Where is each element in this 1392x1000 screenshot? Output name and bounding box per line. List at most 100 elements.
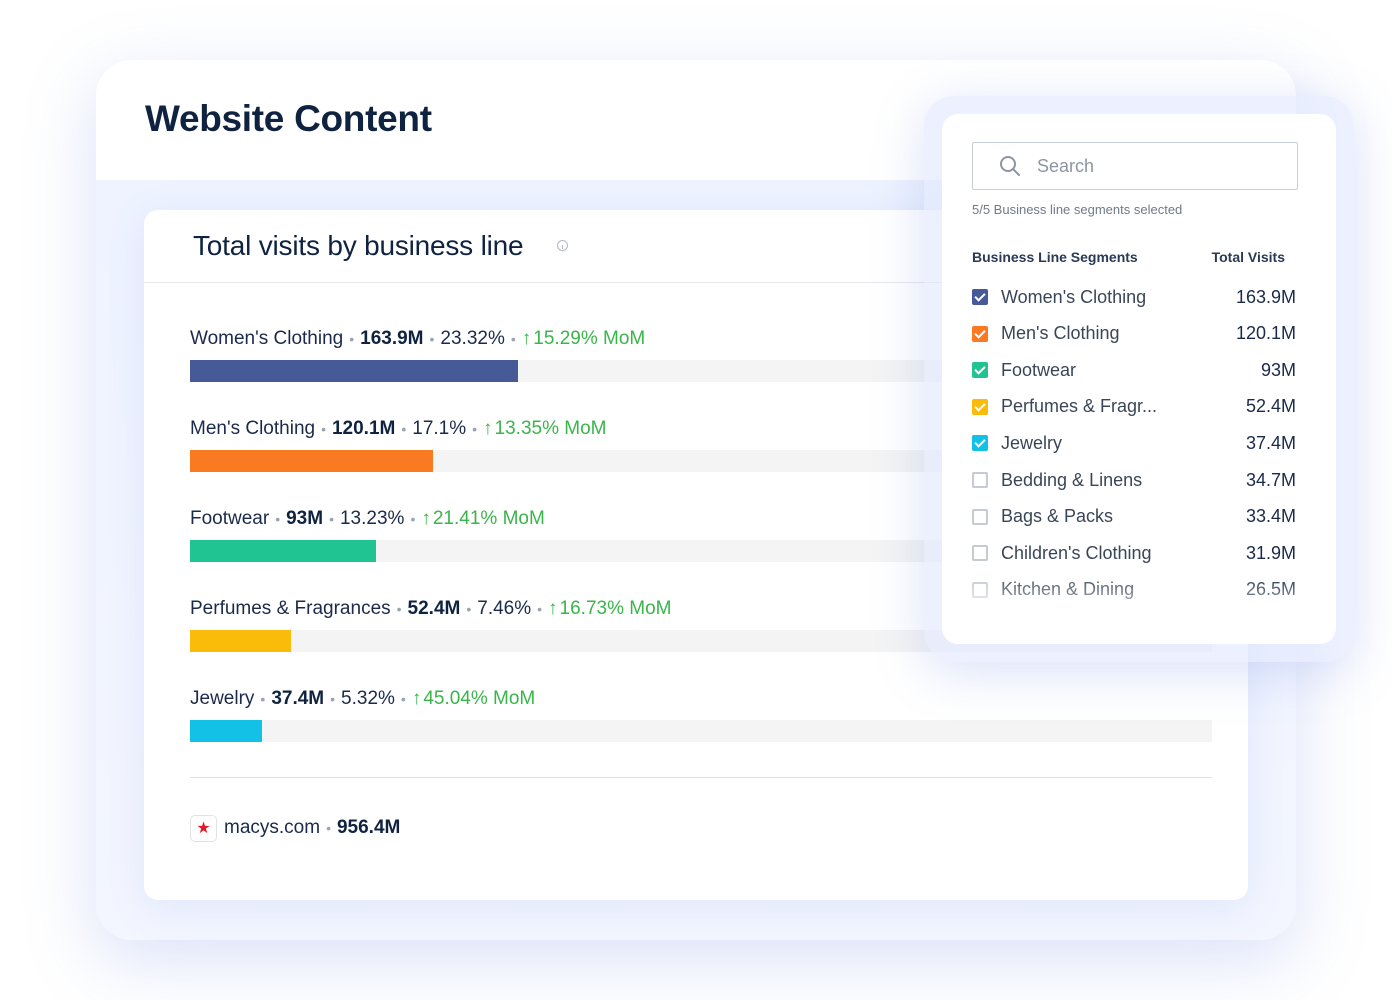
checkbox-checked-icon[interactable] xyxy=(972,362,988,378)
separator-dot: • xyxy=(349,331,354,347)
info-icon[interactable] xyxy=(557,240,568,251)
business-line-name: Men's Clothing xyxy=(190,418,315,439)
business-line-name: Jewelry xyxy=(190,688,254,709)
business-line-name: Perfumes & Fragrances xyxy=(190,598,391,619)
mom-change: ↑ 45.04% MoM xyxy=(412,688,535,709)
separator-dot: • xyxy=(511,331,516,347)
business-line-share: 5.32% xyxy=(341,688,395,709)
mom-value: 45.04% MoM xyxy=(423,688,535,709)
mom-value: 21.41% MoM xyxy=(433,508,545,529)
segment-visits: 33.4M xyxy=(1246,506,1296,527)
segment-visits: 34.7M xyxy=(1246,470,1296,491)
checkbox-checked-icon[interactable] xyxy=(972,399,988,415)
search-box[interactable] xyxy=(972,142,1298,190)
mom-change: ↑ 15.29% MoM xyxy=(522,328,645,349)
business-line-share: 23.32% xyxy=(440,328,504,349)
separator-dot: • xyxy=(472,421,477,437)
site-total: ★ macys.com • 956.4M xyxy=(190,814,400,842)
mom-value: 13.35% MoM xyxy=(495,418,607,439)
segment-visits: 93M xyxy=(1261,360,1296,381)
selection-count-note: 5/5 Business line segments selected xyxy=(972,202,1182,217)
arrow-up-icon: ↑ xyxy=(548,596,558,622)
business-line-label: Jewelry • 37.4M • 5.32% • ↑ 45.04% MoM xyxy=(190,686,1212,712)
segment-selector-panel: 5/5 Business line segments selected Busi… xyxy=(942,114,1336,644)
separator-dot: • xyxy=(410,511,415,527)
site-domain[interactable]: macys.com xyxy=(224,817,320,839)
separator-dot: • xyxy=(466,601,471,617)
segment-row[interactable]: Jewelry 37.4M xyxy=(972,430,1296,456)
star-icon: ★ xyxy=(190,815,217,842)
business-line-row: Jewelry • 37.4M • 5.32% • ↑ 45.04% MoM xyxy=(190,686,1212,742)
segment-visits: 52.4M xyxy=(1246,396,1296,417)
separator-dot: • xyxy=(537,601,542,617)
card-title: Total visits by business line xyxy=(193,230,523,262)
visits-bar-fill xyxy=(190,450,433,472)
mom-value: 15.29% MoM xyxy=(533,328,645,349)
segment-visits: 163.9M xyxy=(1236,287,1296,308)
segment-name: Bedding & Linens xyxy=(1001,470,1246,491)
list-fade xyxy=(942,574,1336,604)
business-line-visits: 52.4M xyxy=(408,598,461,619)
business-line-visits: 120.1M xyxy=(332,418,395,439)
column-header-visits[interactable]: Total Visits xyxy=(1212,249,1285,265)
visits-bar-fill xyxy=(190,360,518,382)
segment-row[interactable]: Men's Clothing 120.1M xyxy=(972,321,1296,347)
search-input[interactable] xyxy=(1037,143,1287,189)
arrow-up-icon: ↑ xyxy=(421,506,431,532)
segment-name: Women's Clothing xyxy=(1001,287,1236,308)
segment-name: Men's Clothing xyxy=(1001,323,1236,344)
business-line-share: 13.23% xyxy=(340,508,404,529)
separator-dot: • xyxy=(321,421,326,437)
checkbox-empty-icon[interactable] xyxy=(972,545,988,561)
business-line-visits: 93M xyxy=(286,508,323,529)
visits-bar-fill xyxy=(190,540,376,562)
mom-change: ↑ 13.35% MoM xyxy=(483,418,606,439)
segment-name: Bags & Packs xyxy=(1001,506,1246,527)
mom-change: ↑ 21.41% MoM xyxy=(421,508,544,529)
separator-dot: • xyxy=(401,421,406,437)
business-line-share: 7.46% xyxy=(477,598,531,619)
segment-visits: 37.4M xyxy=(1246,433,1296,454)
segment-row[interactable]: Bags & Packs 33.4M xyxy=(972,504,1296,530)
business-line-name: Women's Clothing xyxy=(190,328,343,349)
column-header-segments[interactable]: Business Line Segments xyxy=(972,249,1138,265)
business-line-visits: 163.9M xyxy=(360,328,423,349)
business-line-name: Footwear xyxy=(190,508,269,529)
segment-row[interactable]: Women's Clothing 163.9M xyxy=(972,284,1296,310)
segment-name: Perfumes & Fragr... xyxy=(1001,396,1246,417)
separator-dot: • xyxy=(401,691,406,707)
checkbox-checked-icon[interactable] xyxy=(972,289,988,305)
arrow-up-icon: ↑ xyxy=(522,326,532,352)
business-line-share: 17.1% xyxy=(412,418,466,439)
visits-bar-fill xyxy=(190,720,262,742)
separator-dot: • xyxy=(326,820,331,836)
arrow-up-icon: ↑ xyxy=(412,686,422,712)
separator-dot: • xyxy=(260,691,265,707)
separator-dot: • xyxy=(275,511,280,527)
checkbox-empty-icon[interactable] xyxy=(972,509,988,525)
segment-name: Footwear xyxy=(1001,360,1261,381)
segment-row[interactable]: Bedding & Linens 34.7M xyxy=(972,467,1296,493)
mom-change: ↑ 16.73% MoM xyxy=(548,598,671,619)
page-title: Website Content xyxy=(145,98,432,140)
segment-row[interactable]: Children's Clothing 31.9M xyxy=(972,540,1296,566)
visits-bar-track xyxy=(190,720,1212,742)
separator-dot: • xyxy=(329,511,334,527)
business-line-visits: 37.4M xyxy=(271,688,324,709)
arrow-up-icon: ↑ xyxy=(483,416,493,442)
checkbox-empty-icon[interactable] xyxy=(972,472,988,488)
separator-dot: • xyxy=(397,601,402,617)
site-total-visits: 956.4M xyxy=(337,817,400,839)
separator-dot: • xyxy=(330,691,335,707)
checkbox-checked-icon[interactable] xyxy=(972,326,988,342)
search-icon xyxy=(999,155,1021,177)
separator-dot: • xyxy=(430,331,435,347)
visits-bar-fill xyxy=(190,630,291,652)
checkbox-checked-icon[interactable] xyxy=(972,435,988,451)
segment-row[interactable]: Perfumes & Fragr... 52.4M xyxy=(972,394,1296,420)
segment-name: Children's Clothing xyxy=(1001,543,1246,564)
segment-visits: 120.1M xyxy=(1236,323,1296,344)
segment-name: Jewelry xyxy=(1001,433,1246,454)
segment-visits: 31.9M xyxy=(1246,543,1296,564)
segment-row[interactable]: Footwear 93M xyxy=(972,357,1296,383)
